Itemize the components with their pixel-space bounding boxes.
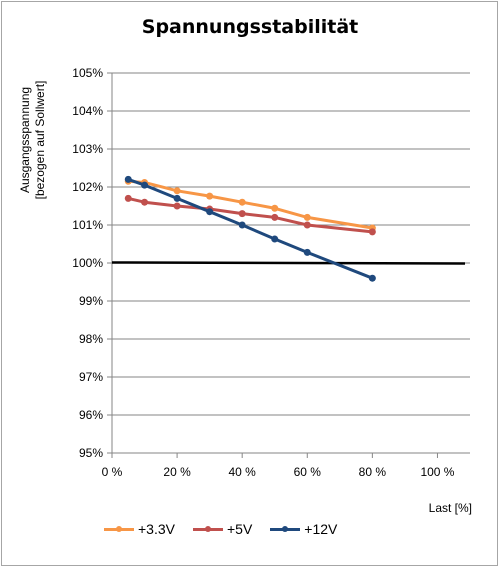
legend-marker [104,524,134,534]
y-tick-label: 101% [72,218,103,232]
x-tick-label: 40 % [229,465,257,479]
x-tick-label: 60 % [294,465,322,479]
y-tick-label: 104% [72,104,103,118]
data-point [303,248,311,256]
data-point [271,213,279,221]
x-tick-label: 100 % [420,465,454,479]
y-tick-label: 96% [79,408,103,422]
y-tick-label: 103% [72,142,103,156]
x-tick-label: 80 % [359,465,387,479]
x-axis-label: Last [%] [428,501,472,515]
legend-label: +5V [226,521,253,537]
y-tick-label: 102% [72,180,103,194]
data-point [238,198,246,206]
data-point [173,194,181,202]
legend-label: +3.3V [138,521,175,537]
x-tick-label: 0 % [102,465,123,479]
data-point [141,181,149,189]
x-tick-label: 20 % [163,465,191,479]
legend-marker [192,524,223,534]
data-point [238,221,246,229]
legend-item: +3.3V [104,521,175,537]
data-point [303,213,311,221]
data-point [368,274,376,282]
y-tick-label: 95% [79,446,103,460]
data-point [206,208,214,216]
legend-label: +12V [304,521,338,537]
data-point [124,194,132,202]
data-point [303,221,311,229]
reference-line-100 [111,261,466,265]
y-tick-label: 97% [79,370,103,384]
legend-item: +12V [270,521,337,537]
data-point [173,187,181,195]
legend: +3.3V +5V +12V [104,519,337,539]
y-tick-label: 98% [79,332,103,346]
data-point [238,210,246,218]
data-point [271,204,279,212]
y-tick-label: 99% [79,294,103,308]
series-line-1 [127,196,373,234]
y-tick-label: 105% [72,66,103,80]
legend-item: +5V [192,521,253,537]
data-point [271,235,279,243]
data-point [173,202,181,210]
data-point [368,228,376,236]
data-point [141,198,149,206]
series-line-0 [128,179,373,230]
series-line-2 [127,177,373,280]
legend-marker [270,524,301,534]
chart-title: Spannungsstabilität [141,16,359,38]
data-point [206,192,214,200]
y-tick-label: 100% [72,256,103,270]
data-point [124,175,132,183]
